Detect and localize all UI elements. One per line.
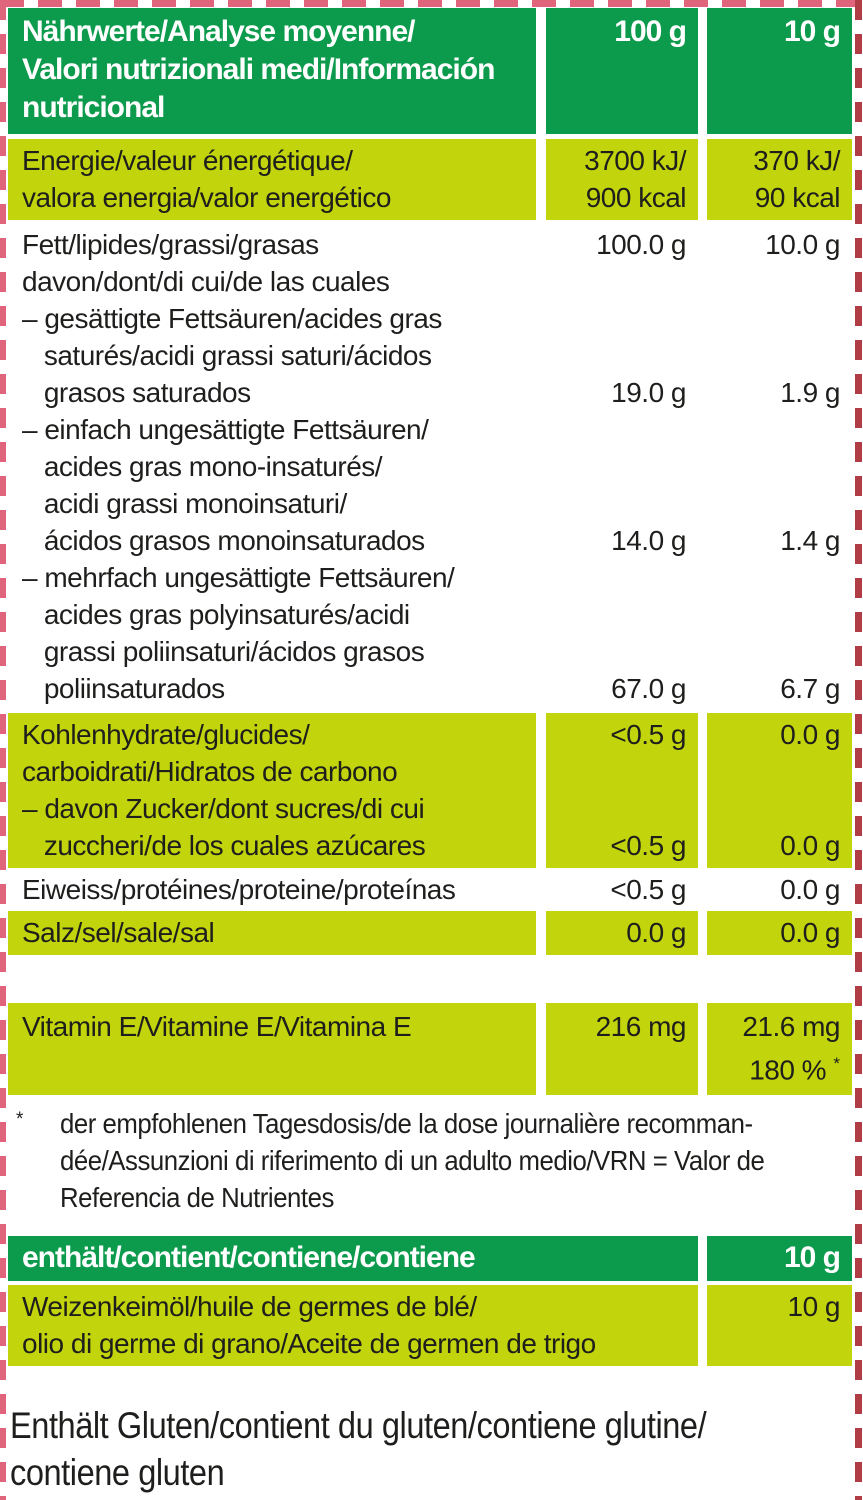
table-row-polyunsaturated-fat: – mehrfach ungesättigte Fettsäuren/ acid… [8,559,852,707]
column-header-100g: 100 g [546,8,698,134]
footnote-text: der empfohlenen Tagesdosis/de la dose jo… [60,1108,765,1214]
sugars-label-cell: – davon Zucker/dont sucres/di cui zucche… [8,790,536,868]
sugars-value-100g: <0.5 g [546,790,698,868]
monounsaturated-fat-value-100g: 14.0 g [611,525,686,556]
wheat-germ-oil-value-10g: 10 g [707,1285,852,1367]
table-row-energy: Energie/valeur énergétique/ valora energ… [8,139,852,220]
contains-header-label: enthält/contient/contiene/contiene [8,1236,698,1282]
contains-header-row: enthält/contient/contiene/contiene 10 g [8,1236,852,1282]
sugars-value-10g: 0.0 g [707,790,852,868]
table-row-saturated-fat: davon/dont/di cui/de las cuales – gesätt… [8,263,852,411]
salt-value-10g: 0.0 g [707,911,852,955]
asterisk-reference: * [833,1054,840,1073]
polyunsaturated-fat-value-10g: 6.7 g [780,673,840,704]
table-row-salt: Salz/sel/sale/sal 0.0 g 0.0 g [8,911,852,955]
salt-value-100g: 0.0 g [546,911,698,955]
table-header-row: Nährwerte/Analyse moyenne/ Valori nutriz… [8,8,852,134]
vitamin-e-daily-value: 180 % * [749,1054,840,1086]
table-row-fat: Fett/lipides/grassi/grasas 100.0 g 10.0 … [8,220,852,263]
table-row-carbohydrates: Kohlenhydrate/glucides/ carboidrati/Hidr… [8,713,852,790]
vitamin-e-label-cell: Vitamin E/Vitamine E/Vitamina E [8,1003,536,1096]
header-title-line3: nutricional [22,91,165,124]
nutrition-label: Nährwerte/Analyse moyenne/ Valori nutriz… [8,8,852,1496]
dashed-border-left [0,0,6,1500]
saturated-fat-label-cell: davon/dont/di cui/de las cuales – gesätt… [22,266,442,408]
contains-header-10g: 10 g [707,1236,852,1282]
carbohydrates-value-100g: <0.5 g [546,713,698,790]
vitamin-e-value-10g: 21.6 mg 180 % * [707,1003,852,1096]
carbohydrates-value-10g: 0.0 g [707,713,852,790]
table-row-vitamin-e: Vitamin E/Vitamine E/Vitamina E 216 mg 2… [8,1003,852,1096]
saturated-fat-value-100g: 19.0 g [611,377,686,408]
salt-label-cell: Salz/sel/sale/sal [8,911,536,955]
saturated-fat-value-10g: 1.9 g [780,377,840,408]
contains-row-wheat-germ-oil: Weizenkeimöl/huile de germes de blé/ oli… [8,1285,852,1367]
table-row-monounsaturated-fat: – einfach ungesättigte Fettsäuren/ acide… [8,411,852,559]
protein-label-cell: Eiweiss/protéines/proteine/proteínas [22,874,456,905]
wheat-germ-oil-label-cell: Weizenkeimöl/huile de germes de blé/ oli… [8,1285,698,1367]
carbohydrates-label-cell: Kohlenhydrate/glucides/ carboidrati/Hidr… [8,713,536,790]
energy-label-cell: Energie/valeur énergétique/ valora energ… [8,139,536,220]
header-title-line1: Nährwerte/Analyse moyenne/ [22,15,416,48]
fat-value-100g: 100.0 g [596,229,686,260]
polyunsaturated-fat-value-100g: 67.0 g [611,673,686,704]
protein-value-100g: <0.5 g [610,874,686,905]
table-row-sugars: – davon Zucker/dont sucres/di cui zucche… [8,790,852,868]
fat-label-cell: Fett/lipides/grassi/grasas [22,229,319,260]
energy-value-100g: 3700 kJ/ 900 kcal [546,139,698,220]
protein-value-10g: 0.0 g [780,874,840,905]
polyunsaturated-fat-label-cell: – mehrfach ungesättigte Fettsäuren/ acid… [22,562,455,704]
energy-value-10g: 370 kJ/ 90 kcal [707,139,852,220]
header-title-line2: Valori nutrizionali medi/Información [22,53,495,86]
monounsaturated-fat-label-cell: – einfach ungesättigte Fettsäuren/ acide… [22,414,429,556]
monounsaturated-fat-value-10g: 1.4 g [780,525,840,556]
column-header-10g: 10 g [707,8,852,134]
footnote-marker: * [16,1109,23,1131]
dashed-border-top [0,0,863,7]
allergen-statement: Enthält Gluten/contient du gluten/contie… [10,1405,707,1494]
dashed-border-right [855,0,862,1500]
fat-value-10g: 10.0 g [765,229,840,260]
footnote: * der empfohlenen Tagesdosis/de la dose … [8,1105,852,1216]
table-row-protein: Eiweiss/protéines/proteine/proteínas <0.… [8,868,852,911]
header-title-cell: Nährwerte/Analyse moyenne/ Valori nutriz… [8,8,536,134]
vitamin-e-value-100g: 216 mg [546,1003,698,1096]
